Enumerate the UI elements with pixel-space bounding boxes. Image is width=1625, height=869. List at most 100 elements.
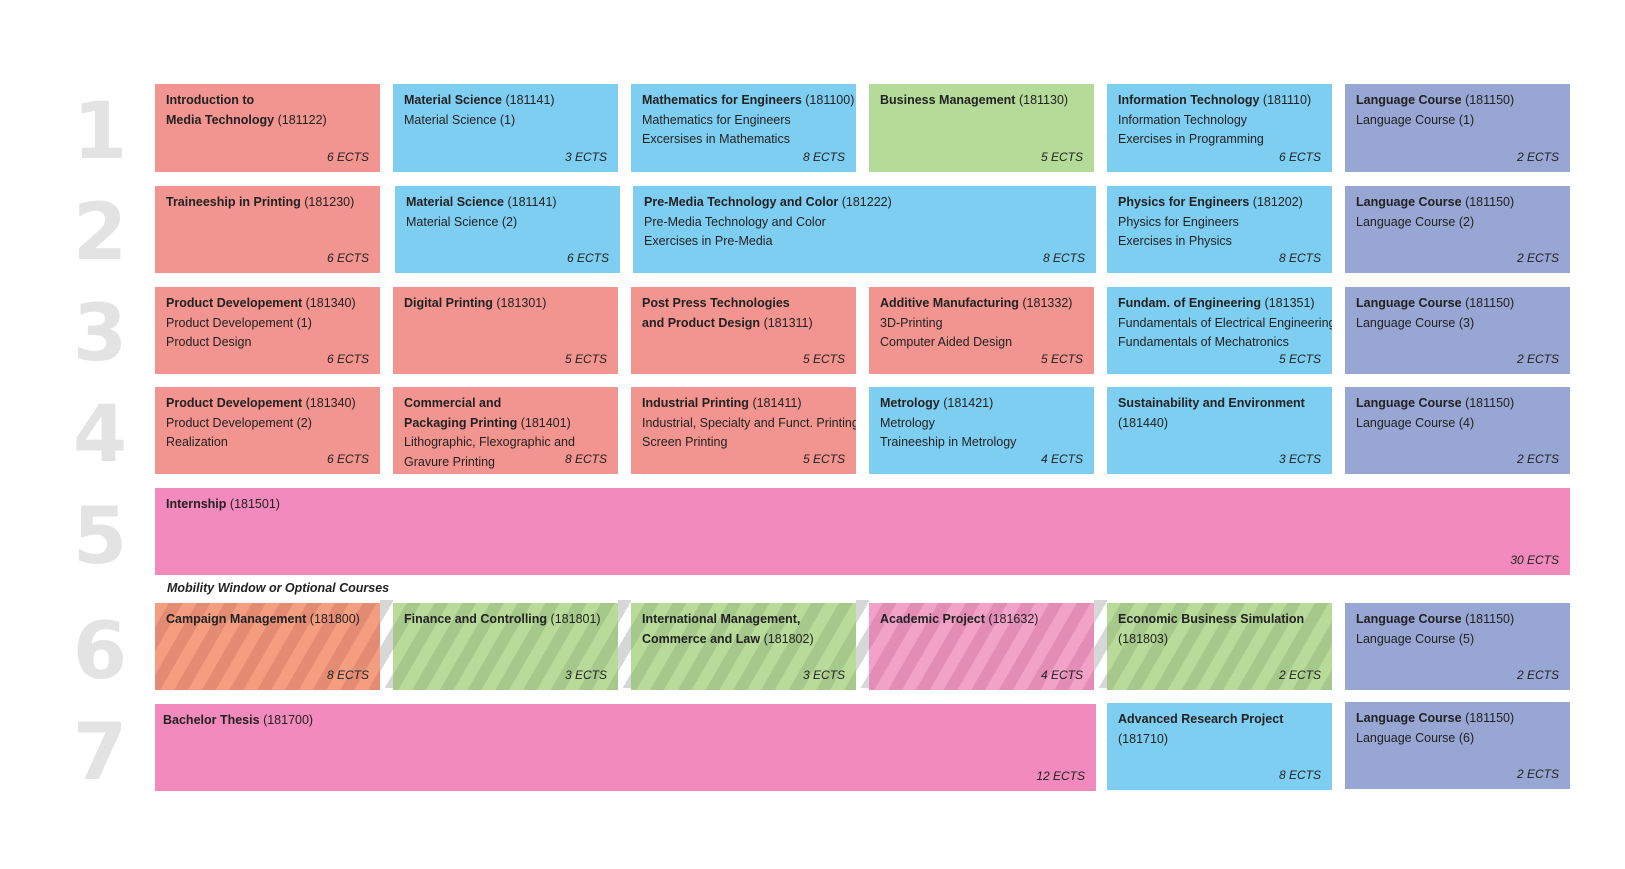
ects-label: 4 ECTS: [1040, 451, 1083, 466]
course-heading: Commerce and Law (181802): [642, 630, 845, 650]
course-heading: Material Science (181141): [404, 91, 607, 111]
course-code: (181411): [752, 396, 802, 410]
course-code: (181110): [1262, 93, 1312, 107]
semester-number: 7: [72, 708, 128, 798]
course-module: Exercises in Physics: [1118, 234, 1232, 248]
course-module: Realization: [166, 435, 228, 449]
ects-label: 4 ECTS: [1040, 667, 1083, 682]
course-code: (181150): [1465, 711, 1515, 725]
course-module: Language Course (1): [1356, 112, 1475, 127]
course-module: Exercises in Programming: [1118, 132, 1264, 146]
ects-label: 3 ECTS: [802, 667, 845, 682]
ects-label: 8 ECTS: [564, 451, 607, 466]
stripe-connector: [380, 600, 393, 688]
course-heading: Metrology (181421): [880, 394, 1083, 414]
course-heading: and Product Design (181311): [642, 314, 845, 334]
course-module: Metrology: [880, 415, 935, 430]
course-box: Campaign Management (181800) 8 ECTS: [155, 603, 380, 690]
course-code: (181401): [520, 415, 571, 430]
course-title: Digital Printing: [404, 296, 493, 310]
course-code: (181700): [263, 713, 314, 727]
course-heading: Fundam. of Engineering (181351): [1118, 294, 1321, 314]
ects-label: 6 ECTS: [326, 149, 369, 164]
course-title: Metrology: [880, 396, 940, 410]
course-code: (181332): [1022, 296, 1073, 310]
ects-label: 5 ECTS: [1040, 149, 1083, 164]
course-title: Business Management: [880, 93, 1016, 107]
course-code: (181340): [305, 396, 356, 410]
course-code: (181141): [507, 195, 557, 209]
ects-label: 6 ECTS: [326, 451, 369, 466]
course-heading: Language Course (181150): [1356, 193, 1559, 213]
stripe-connector: [618, 600, 631, 688]
course-code: (181150): [1465, 93, 1515, 107]
semester-number: 2: [72, 188, 128, 278]
course-code: (181130): [1018, 93, 1069, 107]
course-module: Traineeship in Metrology: [880, 435, 1017, 449]
course-module: (181440): [1118, 415, 1169, 430]
course-box: Physics for Engineers (181202) Physics fo…: [1107, 186, 1332, 273]
course-module: Language Course (2): [1356, 214, 1475, 229]
course-code: (181501): [229, 497, 280, 511]
course-heading: Economic Business Simulation: [1118, 610, 1321, 630]
course-module: Fundamentals of Mechatronics: [1118, 335, 1289, 349]
course-module: Language Course (5): [1356, 631, 1475, 646]
course-box: International Management, Commerce and La…: [631, 603, 856, 690]
course-box: Language Course (181150) Language Course …: [1345, 84, 1570, 172]
course-module: Exercises in Pre-Media: [644, 234, 773, 248]
course-title: Information Technology: [1118, 93, 1260, 107]
course-heading: Introduction to: [166, 91, 369, 111]
course-heading: Digital Printing (181301): [404, 294, 607, 314]
course-heading: Language Course (181150): [1356, 709, 1559, 729]
course-module: Language Course (3): [1356, 315, 1475, 330]
semester-number: 6: [72, 607, 128, 697]
course-title: Sustainability and Environment: [1118, 396, 1305, 410]
ects-label: 2 ECTS: [1516, 250, 1559, 265]
course-title: Product Developement: [166, 396, 303, 410]
course-box: Information Technology (181110) Informati…: [1107, 84, 1332, 172]
course-title: Campaign Management: [166, 612, 307, 626]
semester-number: 5: [72, 492, 128, 582]
course-box: Product Developement (181340) Product Dev…: [155, 287, 380, 374]
course-title: Economic Business Simulation: [1118, 612, 1305, 626]
course-box: Industrial Printing (181411) Industrial, …: [631, 387, 856, 474]
course-code: (181230): [304, 195, 355, 209]
course-module: Product Design: [166, 335, 252, 349]
course-heading: International Management,: [642, 610, 845, 630]
course-title: Language Course: [1356, 296, 1462, 310]
ects-label: 2 ECTS: [1516, 667, 1559, 682]
ects-label: 5 ECTS: [1040, 351, 1083, 366]
ects-label: 5 ECTS: [802, 451, 845, 466]
course-code: (181100): [805, 93, 855, 107]
ects-label: 6 ECTS: [326, 351, 369, 366]
course-title: Pre-Media Technology and Color: [644, 195, 839, 209]
course-module: Physics for Engineers: [1118, 214, 1239, 229]
course-module: Gravure Printing: [404, 454, 496, 469]
course-box: Internship (181501) 30 ECTS: [155, 488, 1570, 575]
course-box: Material Science (181141) Material Scienc…: [395, 186, 620, 273]
ects-label: 5 ECTS: [1278, 351, 1321, 366]
course-box: Commercial and Packaging Printing (181401…: [393, 387, 618, 474]
course-module: Fundamentals of Electrical Engineering: [1118, 315, 1332, 330]
course-heading: Campaign Management (181800): [166, 610, 369, 630]
course-title: Language Course: [1356, 711, 1462, 725]
course-title: Commercial and: [404, 396, 502, 410]
course-heading: Pre-Media Technology and Color (181222): [644, 193, 1085, 213]
semester-number: 1: [72, 87, 128, 177]
course-box: Economic Business Simulation (181803) 2 EC…: [1107, 603, 1332, 690]
course-title: Commerce and Law: [642, 631, 761, 646]
course-heading: Mathematics for Engineers (181100): [642, 91, 854, 111]
ects-label: 8 ECTS: [1278, 767, 1321, 782]
semester-number: 4: [72, 390, 128, 480]
course-box: Academic Project (181632) 4 ECTS: [869, 603, 1094, 690]
course-title: Introduction to: [166, 93, 255, 107]
course-code: (181340): [305, 296, 356, 310]
course-code: (181150): [1465, 296, 1515, 310]
course-title: Material Science: [406, 195, 504, 209]
course-box: Product Developement (181340) Product Dev…: [155, 387, 380, 474]
stripe-connector: [856, 600, 869, 688]
course-title: International Management,: [642, 612, 801, 626]
ects-label: 30 ECTS: [1510, 552, 1559, 567]
course-module: Lithographic, Flexographic and: [404, 435, 575, 449]
course-heading: Commercial and: [404, 394, 607, 414]
